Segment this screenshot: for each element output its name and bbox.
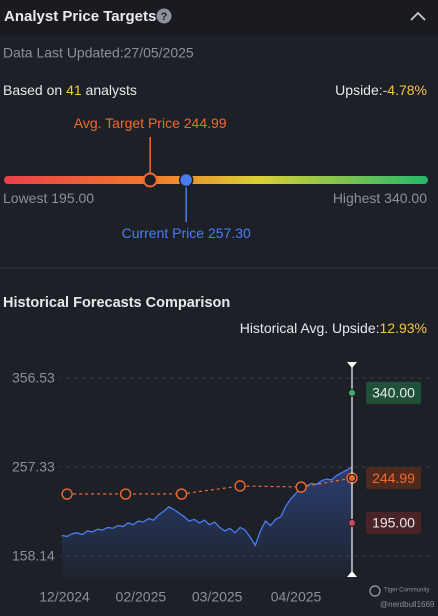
target-label: 340.00: [372, 385, 415, 401]
watermark-handle: @nerdbull1669: [380, 600, 435, 609]
upside-value: -4.78%: [383, 82, 427, 98]
avg-value: 244.99: [184, 115, 227, 131]
y-tick-label: 356.53: [12, 370, 55, 386]
forecast-point: [175, 488, 188, 500]
current-text: Current Price: [122, 225, 205, 241]
avg-upside-value: 12.93%: [380, 320, 427, 336]
target-dot: [348, 518, 356, 527]
y-tick-label: 158.14: [12, 548, 55, 564]
watermark-logo: [369, 585, 381, 597]
x-tick-label: 12/2024: [39, 589, 90, 605]
lowest-label: Lowest 195.00: [3, 190, 94, 206]
chart-title: Historical Forecasts Comparison: [3, 295, 230, 311]
forecast-point: [119, 488, 132, 500]
analyst-prefix: Based on: [3, 82, 62, 98]
highest-label: Highest 340.00: [333, 190, 427, 206]
price-range: Lowest 195.00 Highest 340.00 Avg. Target P…: [3, 115, 428, 241]
avg-marker: [142, 172, 158, 188]
lowest-value: 195.00: [51, 190, 94, 206]
cursor-bottom: [347, 571, 357, 577]
forecast-point: [295, 481, 307, 493]
forecast-chart: 158.14 257.33 356.53 12/2024 02/2025 03/2025 0…: [8, 362, 430, 605]
analyst-suffix: analysts: [86, 82, 137, 98]
header-title: Analyst Price Targets: [4, 8, 156, 25]
cursor-top: [347, 362, 357, 368]
target-label: 195.00: [372, 515, 415, 531]
help-icon[interactable]: [156, 8, 172, 24]
avg-text: Avg. Target Price: [74, 115, 180, 131]
avg-upside-label: Historical Avg. Upside:: [240, 320, 380, 336]
highest-text: Highest: [333, 190, 381, 206]
watermark-brand: Tiger Community: [384, 588, 429, 594]
y-tick-bg: [8, 369, 60, 388]
target-box: [366, 381, 421, 404]
avg-upside: Historical Avg. Upside:12.93%: [240, 320, 427, 336]
upside-label: Upside:: [335, 82, 382, 98]
y-tick-label: 257.33: [12, 459, 55, 475]
range-bar: [4, 176, 428, 184]
analyst-number: 41: [66, 82, 82, 98]
watermark: Tiger Community @nerdbull1669: [369, 585, 435, 609]
help-icon-glyph[interactable]: ?: [161, 11, 168, 23]
target-box: [366, 511, 421, 534]
target-box: [366, 467, 421, 490]
analyst-count: Based on 41 analysts: [3, 82, 137, 98]
forecast-point: [61, 488, 73, 500]
target-label: 244.99: [372, 470, 415, 486]
x-tick-label: 03/2025: [192, 589, 243, 605]
y-tick-bg: [8, 547, 60, 566]
target-dot: [348, 388, 356, 397]
forecast-point: [234, 480, 246, 492]
upside: Upside:-4.78%: [335, 82, 427, 98]
header-bar: [0, 0, 438, 36]
highest-value: 340.00: [384, 190, 427, 206]
forecast-line: [67, 477, 353, 495]
current-label: Current Price 257.30: [122, 225, 251, 241]
updated-date: Data Last Updated:27/05/2025: [3, 45, 194, 61]
x-tick-label: 04/2025: [271, 589, 322, 605]
avg-label: Avg. Target Price 244.99: [74, 115, 227, 131]
current-marker: [178, 172, 194, 188]
current-value: 257.30: [208, 225, 251, 241]
target-dot: [348, 474, 356, 483]
price-area: [62, 467, 352, 580]
collapse-chevron[interactable]: [410, 11, 426, 21]
x-tick-label: 02/2025: [116, 589, 167, 605]
y-tick-bg: [8, 458, 60, 477]
lowest-text: Lowest: [3, 190, 47, 206]
